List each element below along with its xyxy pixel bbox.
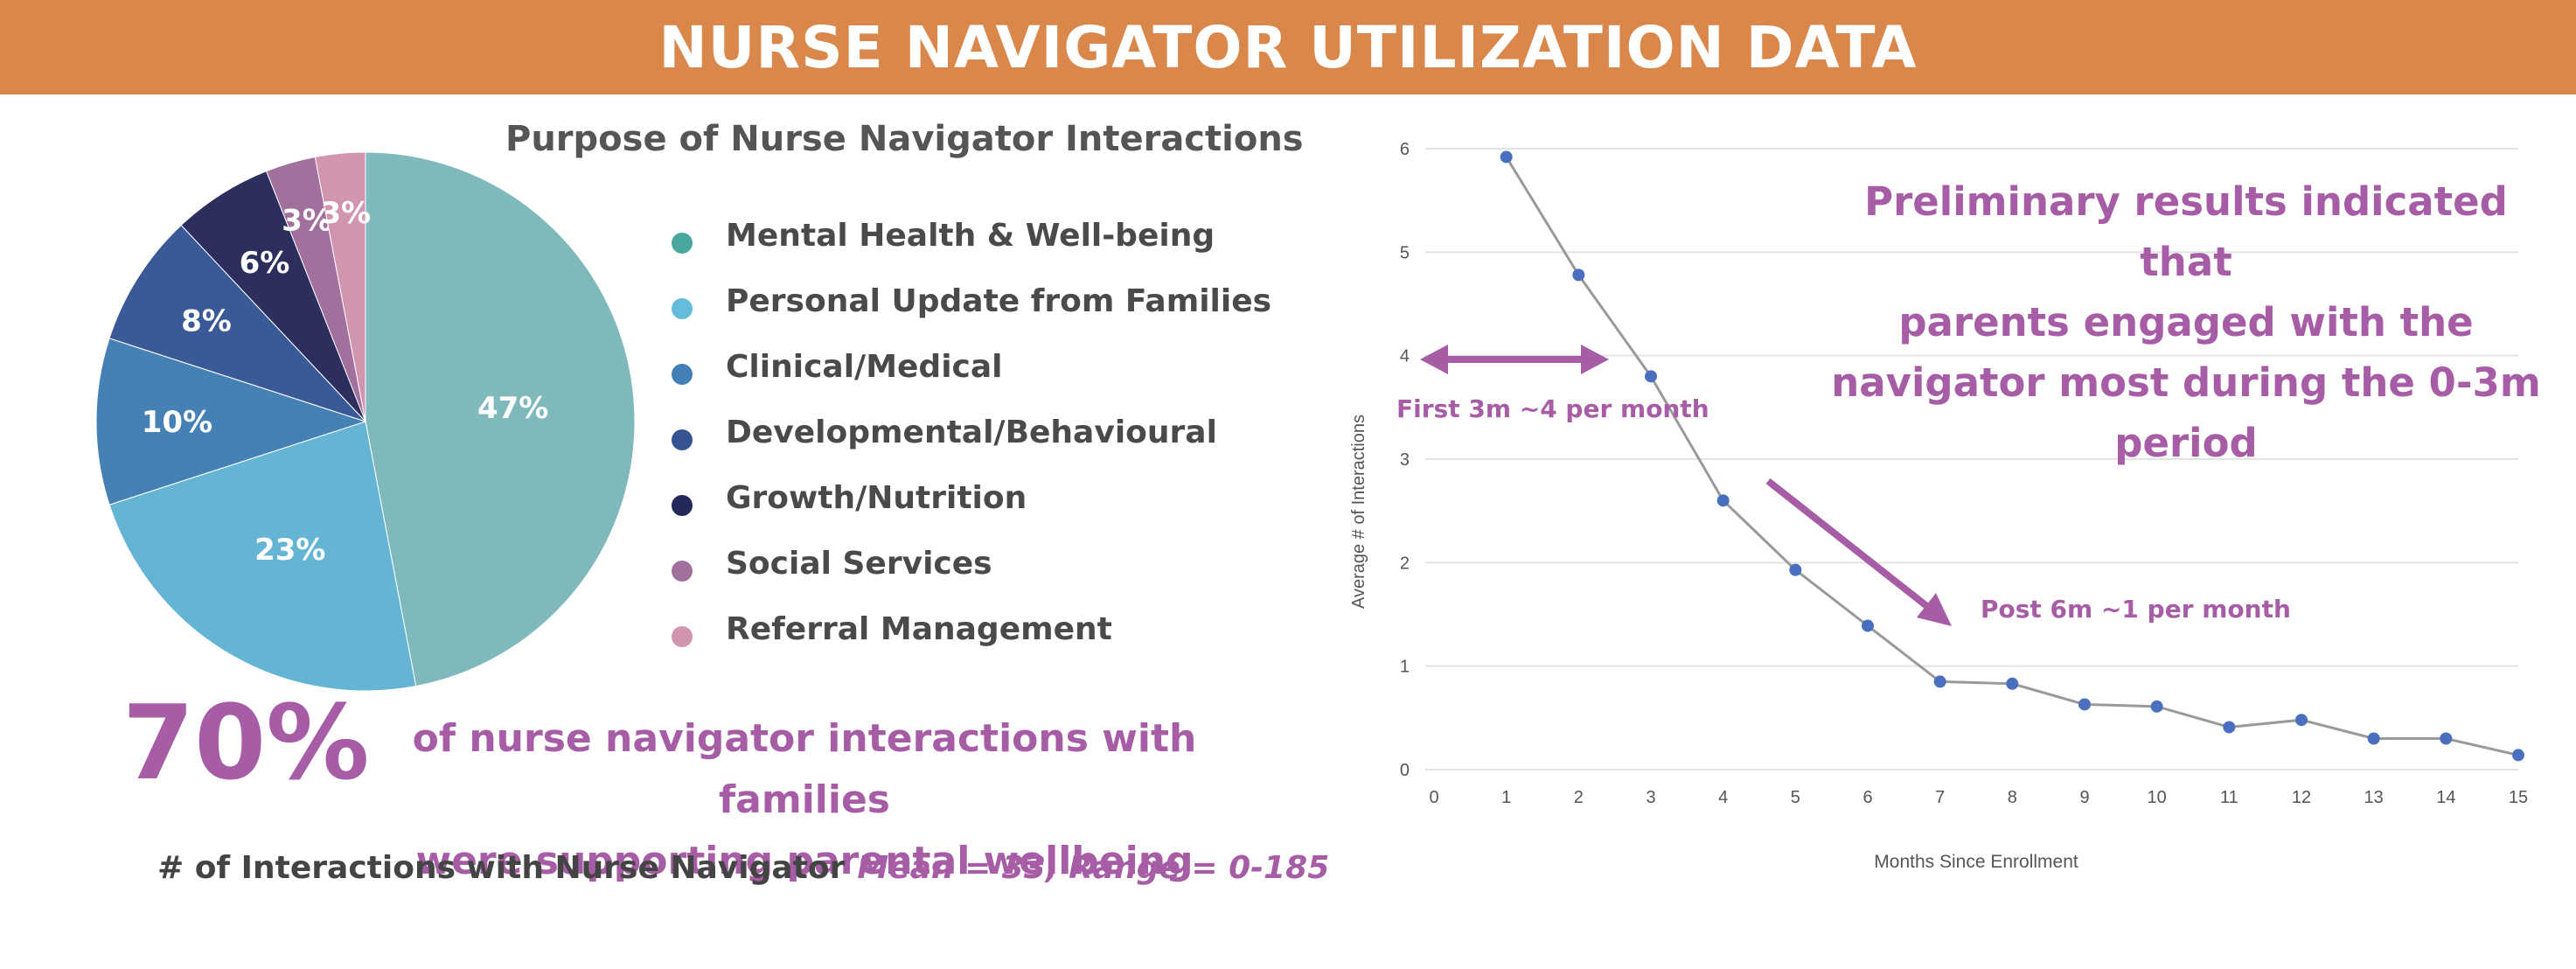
legend-label: Clinical/Medical	[726, 349, 1003, 385]
data-point	[1716, 494, 1730, 507]
legend-label: Developmental/Behavioural	[726, 415, 1217, 450]
y-tick-label: 4	[1400, 347, 1410, 366]
data-point	[1862, 619, 1874, 632]
legend-swatch	[672, 297, 693, 319]
x-tick-label: 13	[2364, 788, 2384, 807]
note-line: period	[2114, 420, 2258, 466]
x-tick-label: 4	[1718, 788, 1728, 807]
arrow-head	[1917, 593, 1952, 626]
pie-slice-label: 23%	[254, 533, 325, 568]
x-axis-label: Months Since Enrollment	[1874, 852, 2078, 872]
pie-slice	[95, 338, 367, 505]
x-tick-label: 2	[1574, 788, 1584, 807]
legend-label: Personal Update from Families	[726, 283, 1272, 319]
legend-swatch	[672, 232, 693, 254]
page-title: NURSE NAVIGATOR UTILIZATION DATA	[658, 13, 1918, 81]
pie-slice-label: 8%	[181, 303, 232, 338]
trend-arrow-shaft	[1765, 478, 1944, 621]
legend-item: Personal Update from Families	[672, 268, 1271, 334]
arrow-head	[1420, 345, 1448, 374]
note-line: navigator most during the 0-3m	[1831, 359, 2541, 406]
legend-label: Mental Health & Well-being	[726, 218, 1215, 254]
legend-item: Clinical/Medical	[672, 334, 1214, 400]
arrow-head	[1581, 345, 1609, 374]
pie-slice-label: 3%	[282, 203, 332, 238]
big-percent-stat: 70%	[122, 682, 370, 803]
title-banner: NURSE NAVIGATOR UTILIZATION DATA	[0, 0, 2576, 94]
x-tick-label: 9	[2079, 788, 2089, 807]
y-tick-label: 6	[1400, 140, 1410, 159]
note-line: Preliminary results indicated that	[1864, 178, 2508, 285]
legend-item: Referral Management	[672, 596, 1214, 662]
wellbeing-statement: of nurse navigator interactions with fam…	[350, 708, 1259, 892]
pie-slice-label: 6%	[240, 246, 290, 281]
data-point	[2512, 749, 2524, 762]
pie-legend: Mental Health & Well-being Personal Upda…	[672, 203, 1271, 662]
pie-chart-title: Purpose of Nurse Navigator Interactions	[505, 119, 1304, 159]
data-point	[2295, 714, 2308, 727]
x-tick-label: 0	[1429, 788, 1438, 807]
x-tick-label: 6	[1862, 788, 1872, 807]
legend-item: Social Services	[672, 531, 1214, 596]
data-point	[2223, 721, 2236, 734]
x-tick-label: 7	[1935, 788, 1945, 807]
legend-swatch	[672, 625, 693, 647]
legend-swatch	[672, 494, 693, 516]
statement-line: were supporting parental wellbeing	[415, 839, 1194, 883]
x-tick-label: 3	[1646, 788, 1655, 807]
x-tick-label: 14	[2436, 788, 2455, 807]
legend-label: Growth/Nutrition	[726, 480, 1027, 516]
legend-swatch	[672, 560, 693, 582]
pie-slice-label: 47%	[477, 391, 548, 426]
interactions-summary: # of Interactions with Nurse Navigator Me…	[157, 850, 1329, 886]
data-point	[1789, 563, 1802, 576]
legend-swatch	[672, 363, 693, 385]
statement-line: of nurse navigator interactions with fam…	[412, 716, 1197, 822]
data-point	[1645, 370, 1657, 383]
interactions-label: # of Interactions with Nurse Navigator	[157, 850, 846, 886]
pie-slice-label: 10%	[142, 405, 212, 440]
legend-item: Mental Health & Well-being	[672, 203, 1215, 268]
y-axis-label: Average # of Interactions	[1349, 415, 1368, 609]
pie-chart: 47% 23% 10% 8%6% 3%3%	[95, 151, 636, 692]
legend-item: Developmental/Behavioural	[672, 400, 1217, 465]
data-point	[1500, 150, 1513, 164]
pie-slice	[314, 151, 366, 422]
data-point	[1933, 675, 1946, 688]
legend-swatch	[672, 429, 693, 450]
pie-slice	[108, 421, 417, 692]
data-point	[2150, 700, 2163, 713]
pie-slice-label: 3%	[321, 196, 372, 231]
data-point	[2078, 698, 2091, 711]
pie-slice	[365, 151, 636, 687]
x-tick-label: 10	[2148, 788, 2167, 807]
data-point	[2367, 732, 2380, 745]
note-line: parents engaged with the	[1898, 299, 2474, 345]
y-tick-label: 0	[1400, 761, 1410, 780]
data-point	[2006, 677, 2019, 690]
x-tick-label: 5	[1791, 788, 1800, 807]
x-tick-label: 12	[2292, 788, 2311, 807]
interactions-stats: Mean = 33, Range = 0-185	[857, 850, 1330, 886]
legend-label: Social Services	[726, 546, 992, 582]
pie-slice	[108, 224, 366, 422]
annotation-first-3m: First 3m ~4 per month	[1396, 394, 1709, 423]
annotation-post-6m: Post 6m ~1 per month	[1981, 595, 2291, 624]
results-note: Preliminary results indicated that paren…	[1819, 171, 2553, 473]
y-tick-label: 3	[1400, 450, 1410, 470]
y-tick-label: 2	[1400, 554, 1410, 573]
data-point	[1572, 268, 1585, 282]
x-tick-label: 15	[2509, 788, 2528, 807]
y-tick-label: 1	[1400, 658, 1410, 677]
legend-item: Growth/Nutrition	[672, 465, 1214, 531]
x-tick-label: 11	[2220, 788, 2238, 807]
legend-label: Referral Management	[726, 611, 1112, 647]
data-point	[2440, 732, 2453, 745]
y-tick-label: 5	[1400, 243, 1410, 262]
x-tick-label: 1	[1501, 788, 1511, 807]
x-tick-label: 8	[2008, 788, 2017, 807]
